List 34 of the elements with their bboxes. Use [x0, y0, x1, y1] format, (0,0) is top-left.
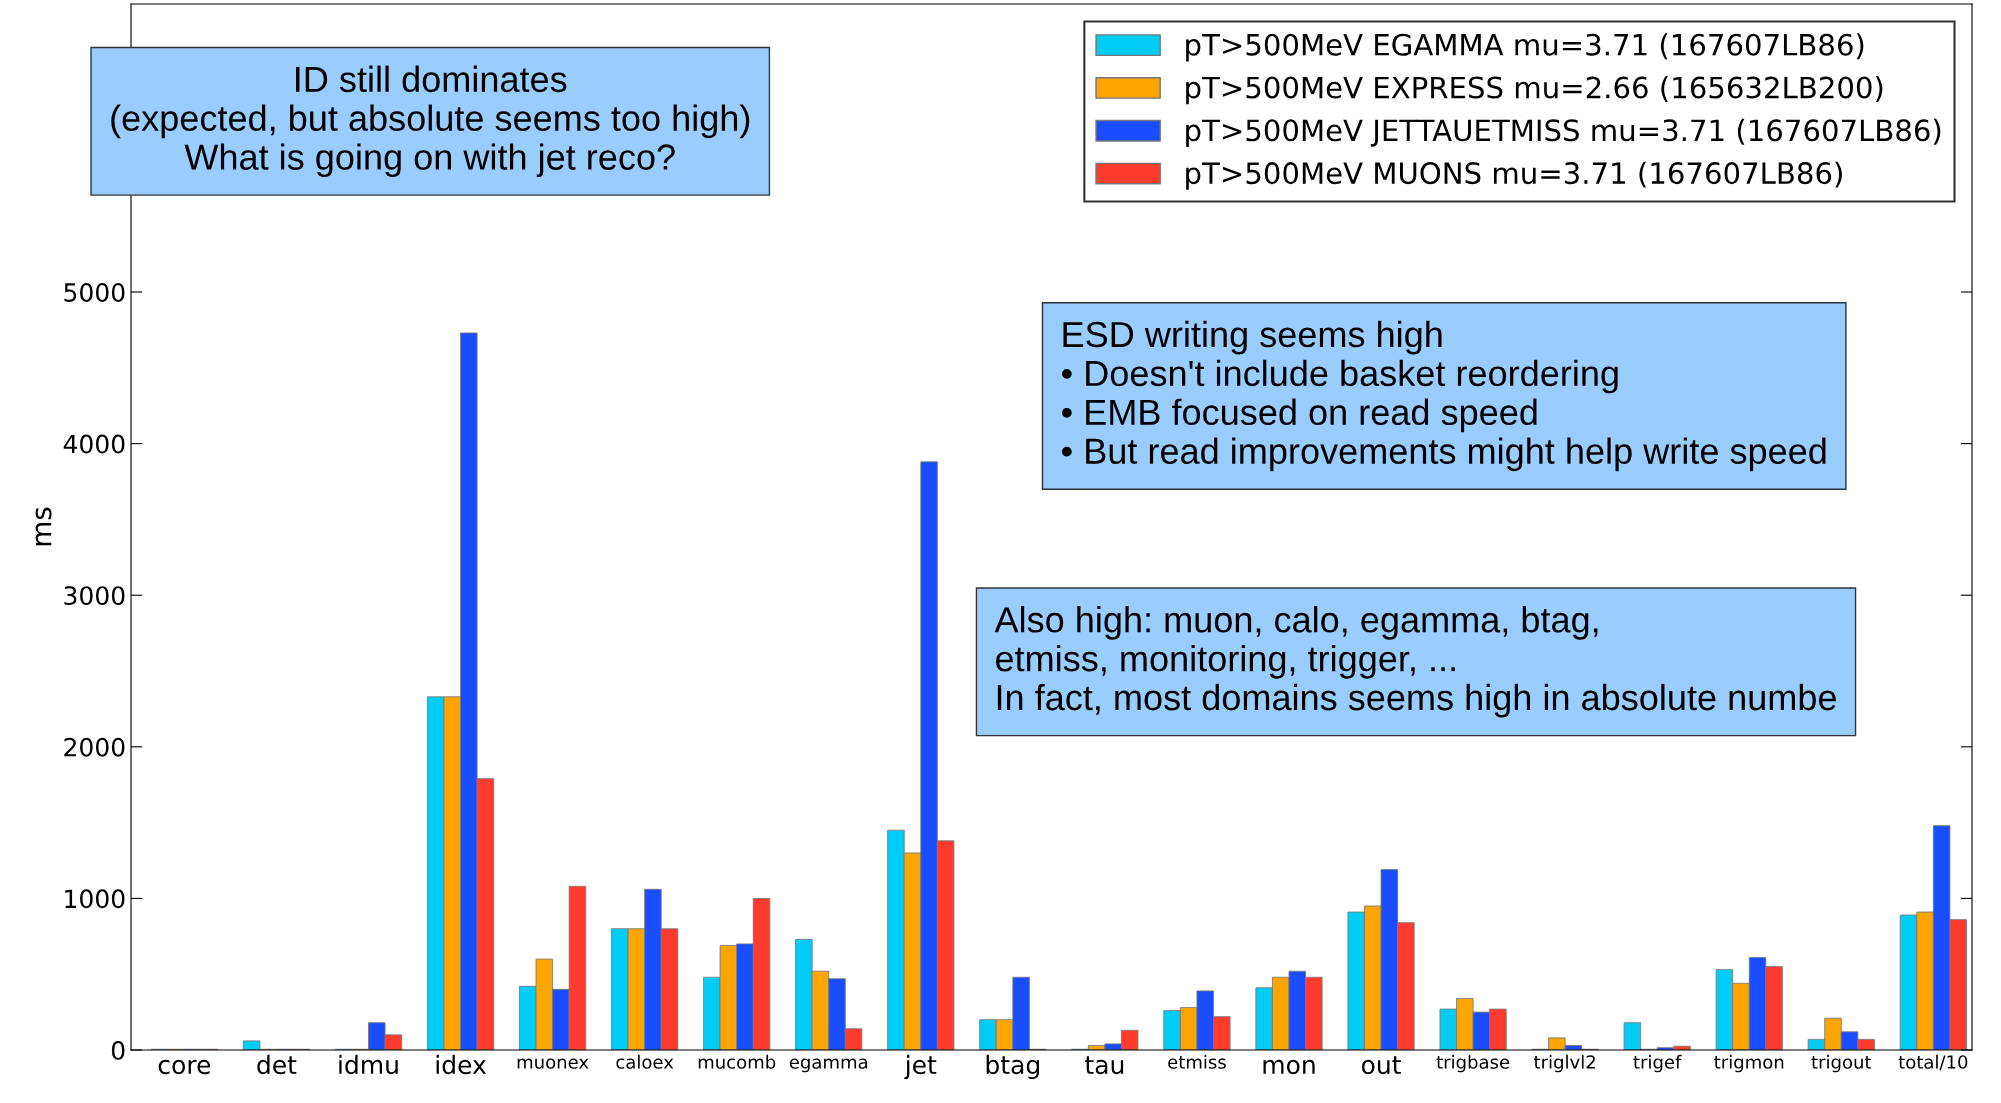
x-tick-label: total/10 — [1898, 1054, 1968, 1071]
x-tick-label: idmu — [339, 1054, 398, 1075]
x-tick-label: triglvl2 — [1534, 1054, 1595, 1073]
legend-label: pT>500MeV EXPRESS mu=2.66 (165632LB200) — [1186, 76, 1883, 105]
annotation: Also high: muon, calo, egamma, btag, etmiss, monitoring, trigger, ... In fact, most domains seems high in absolute numbe — [994, 606, 1836, 718]
annotation: ID still dominates (expected, but absolute seems too high) What is going on with jet reco? — [111, 65, 750, 178]
y-tick-label: 4000 — [63, 434, 125, 454]
y-tick-label: 3000 — [64, 586, 125, 606]
x-tick-label: trigbase — [1436, 1054, 1510, 1073]
x-tick-label: trigmon — [1714, 1054, 1784, 1073]
x-tick-label: idex — [436, 1054, 486, 1075]
annotation: ESD writing seems high • Doesn't include basket reordering • EMB focused on read speed • But read improvements might help write speed — [1061, 320, 1826, 472]
x-tick-label: trigef — [1633, 1054, 1682, 1073]
x-tick-label: jet — [904, 1054, 937, 1080]
legend-label: pT>500MeV JETTAUETMISS mu=3.71 (167607LB86) — [1186, 118, 1941, 148]
x-tick-label: btag — [986, 1054, 1039, 1080]
x-tick-label: trigout — [1811, 1054, 1872, 1073]
legend-label: pT>500MeV MUONS mu=3.71 (167607LB86) — [1186, 161, 1842, 190]
x-tick-label: mucomb — [698, 1054, 776, 1069]
y-tick-label: 1000 — [65, 889, 125, 909]
x-tick-label: etmiss — [1168, 1054, 1226, 1069]
y-tick-label: 2000 — [64, 737, 125, 757]
legend-label: pT>500MeV EGAMMA mu=3.71 (167607LB86) — [1186, 33, 1864, 62]
y-tick-label: 5000 — [64, 282, 125, 302]
x-tick-label: egamma — [789, 1058, 868, 1073]
y-tick-label: 0 — [111, 1040, 125, 1060]
x-tick-label: mon — [1263, 1059, 1315, 1075]
x-tick-label: core — [158, 1059, 211, 1075]
x-tick-label: caloex — [616, 1054, 674, 1069]
x-tick-label: tau — [1085, 1056, 1124, 1075]
x-tick-label: muonex — [517, 1058, 589, 1069]
x-tick-label: det — [257, 1054, 297, 1075]
x-tick-label: out — [1361, 1056, 1401, 1075]
y-axis-title: ms — [35, 507, 52, 546]
